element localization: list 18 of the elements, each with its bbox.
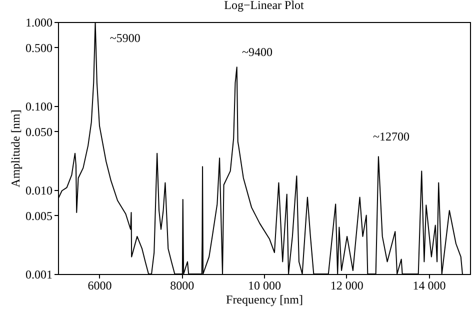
x-tick-label: 6000 — [88, 278, 112, 292]
chart-title: Log−Linear Plot — [224, 0, 305, 12]
y-tick-label: 1.000 — [26, 16, 52, 30]
y-axis-title: Amplitude [nm] — [8, 110, 22, 188]
annotation: ~12700 — [372, 130, 410, 144]
x-tick-label: 12 000 — [330, 278, 364, 292]
y-tick-label: 0.500 — [26, 40, 52, 55]
x-tick-label: 8000 — [170, 278, 194, 292]
y-tick-label: 0.100 — [26, 100, 52, 114]
x-tick-label: 10 000 — [248, 278, 281, 292]
y-tick-label: 0.010 — [26, 184, 52, 198]
annotation: ~9400 — [242, 45, 273, 60]
x-tick-label: 14 000 — [412, 278, 446, 292]
x-axis-title: Frequency [nm] — [226, 292, 303, 306]
y-tick-label: 0.005 — [26, 208, 52, 223]
y-tick-label: 0.001 — [26, 268, 52, 282]
y-tick-label: 0.050 — [26, 124, 52, 139]
annotation: ~5900 — [110, 31, 140, 45]
